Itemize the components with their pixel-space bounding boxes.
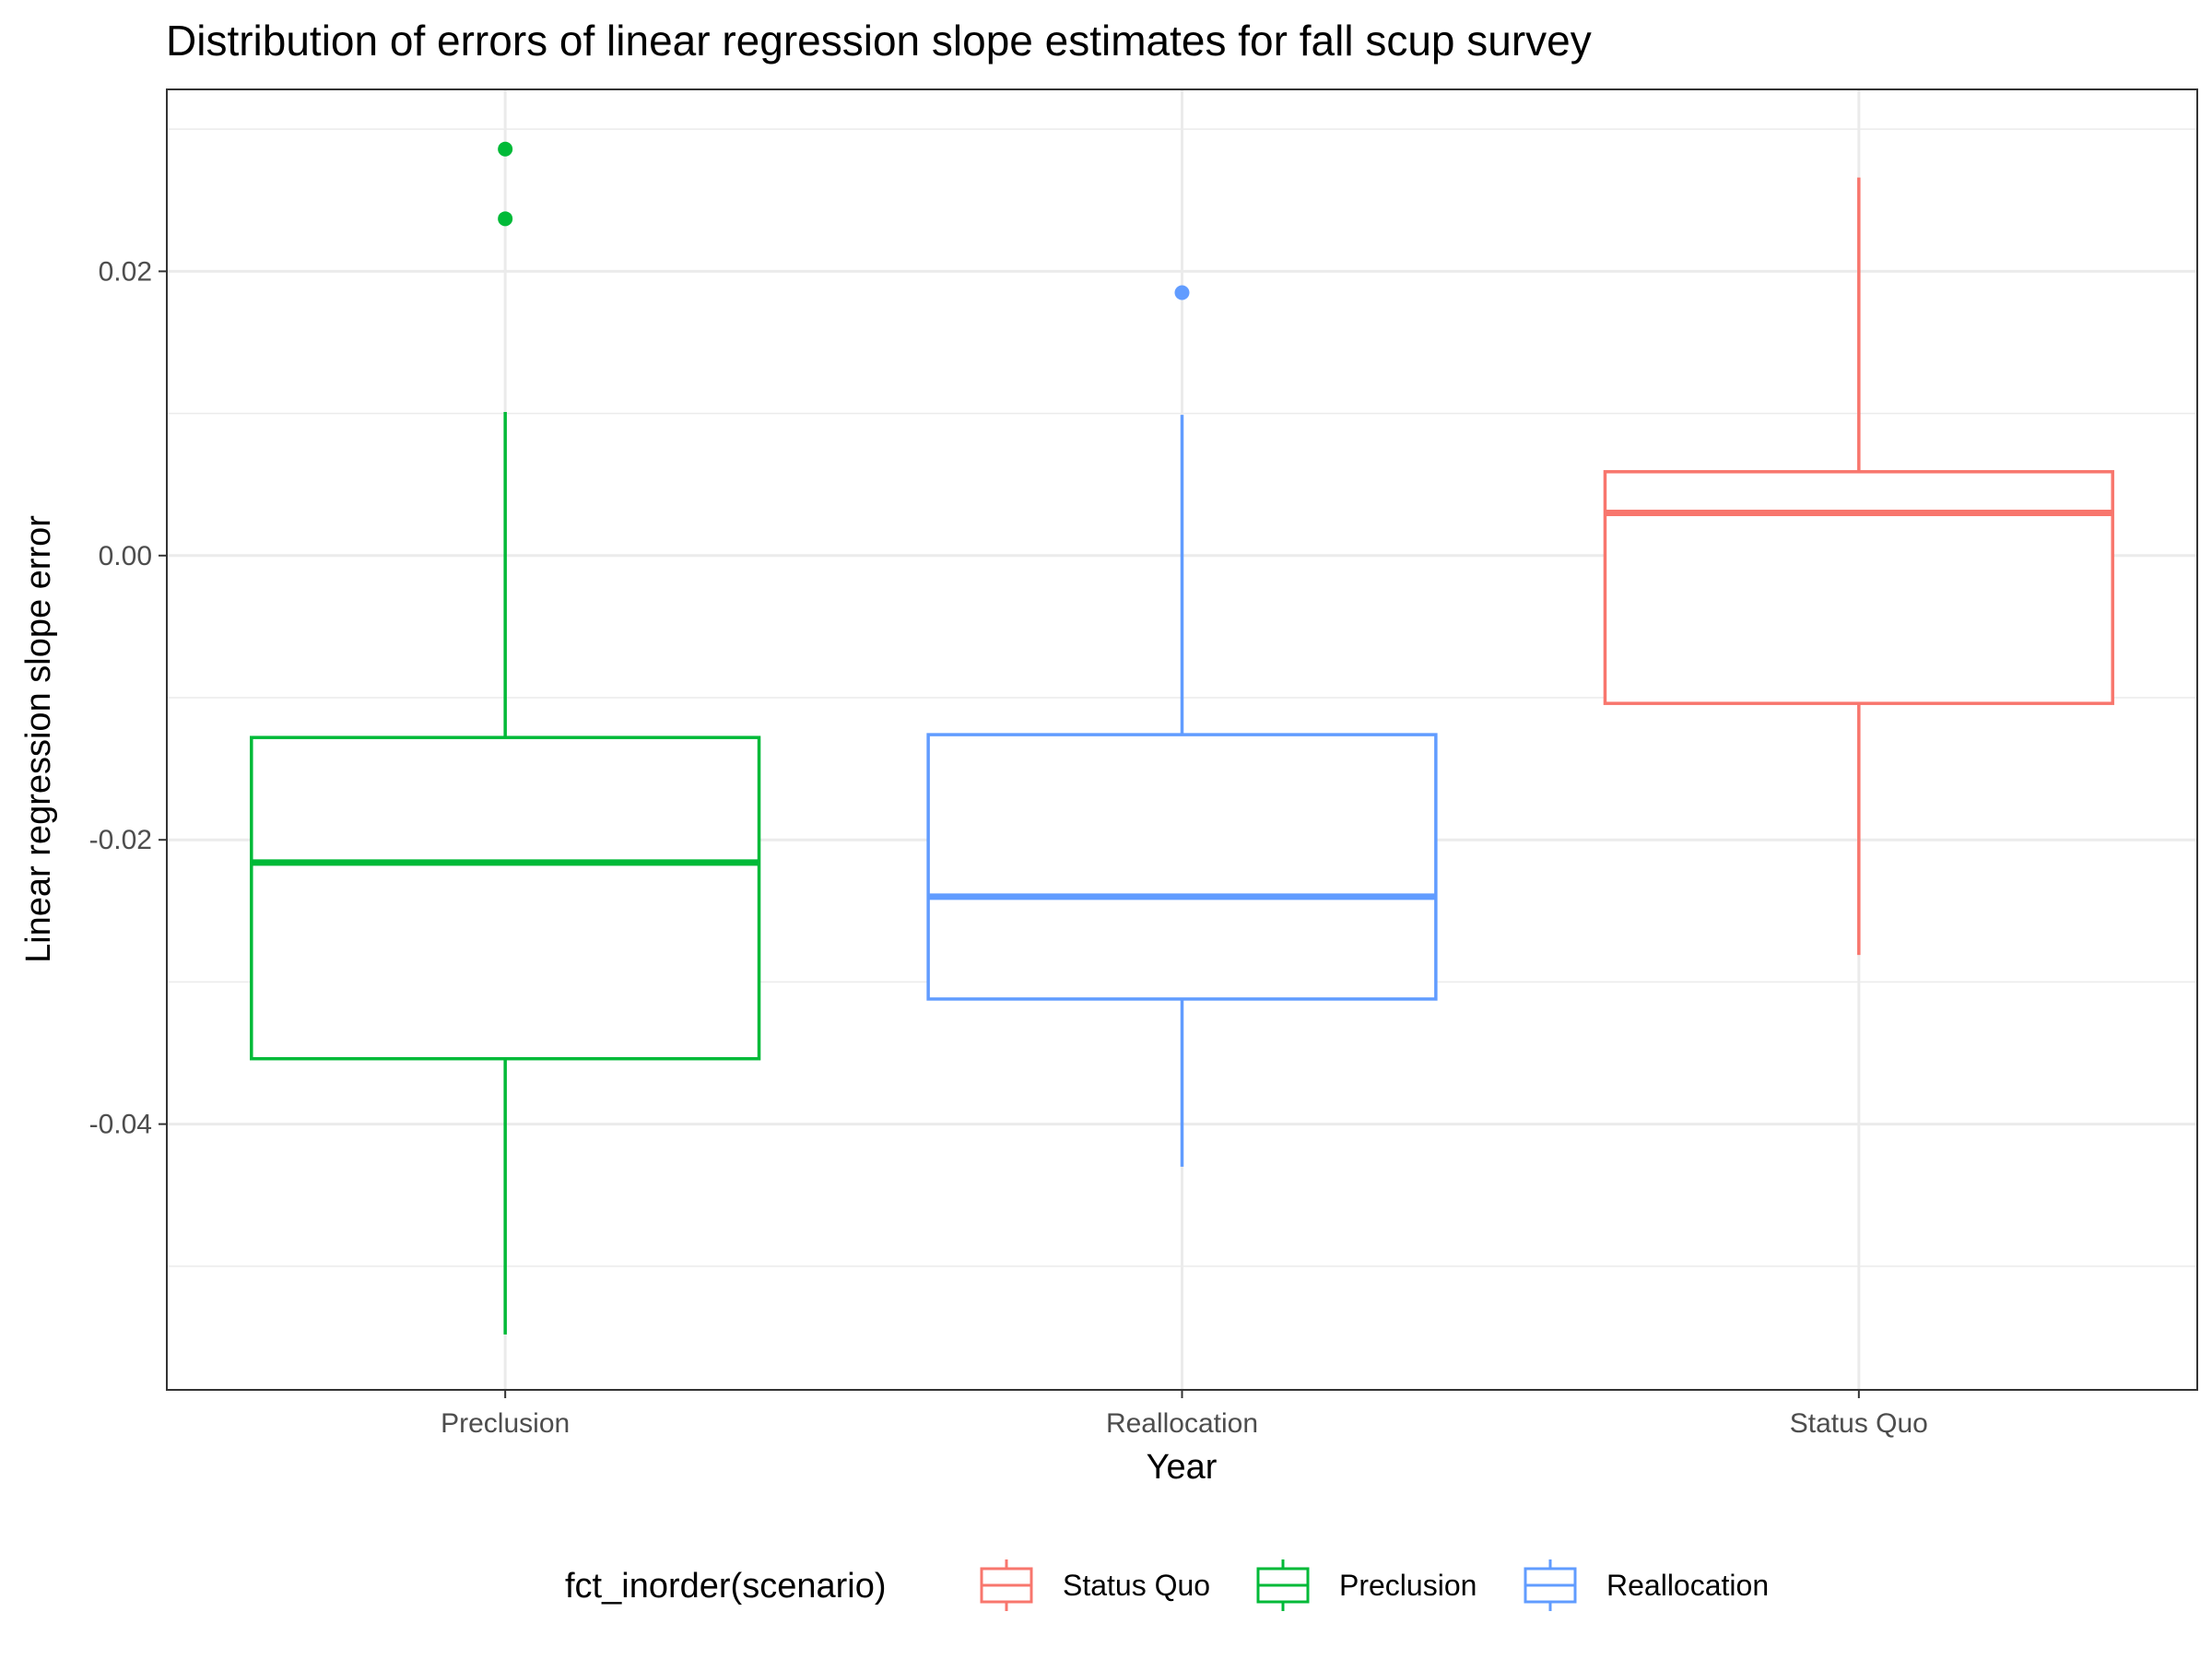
x-axis: Preclusion Reallocation Status Quo [441, 1390, 1928, 1439]
x-tick-label: Status Quo [1790, 1408, 1928, 1439]
box-reallocation [926, 285, 1438, 1167]
box-preclusion [250, 141, 761, 1335]
legend-label: Reallocation [1606, 1569, 1769, 1602]
y-axis-title: Linear regression slope error [19, 515, 58, 963]
legend-item-reallocation: Reallocation [1524, 1559, 1769, 1611]
outlier-point [498, 211, 513, 227]
legend-item-preclusion: Preclusion [1256, 1559, 1477, 1611]
y-tick-label: -0.02 [89, 825, 152, 855]
box-layer [250, 141, 2114, 1335]
box-iqr [250, 735, 761, 1061]
outlier-point [498, 141, 513, 157]
box-iqr [1603, 470, 2114, 705]
box-status-quo [1603, 177, 2114, 956]
legend-label: Preclusion [1339, 1569, 1477, 1602]
y-tick-label: 0.02 [99, 256, 152, 287]
x-axis-title: Year [1147, 1448, 1218, 1487]
legend-item-status-quo: Status Quo [980, 1559, 1210, 1611]
y-tick-label: -0.04 [89, 1110, 152, 1140]
chart-title: Distribution of errors of linear regress… [166, 17, 1592, 65]
x-tick-label: Reallocation [1106, 1408, 1258, 1439]
x-tick-label: Preclusion [441, 1408, 570, 1439]
box-iqr [926, 733, 1438, 1001]
y-tick-label: 0.00 [99, 541, 152, 571]
legend-title: fct_inorder(scenario) [565, 1567, 886, 1606]
legend: fct_inorder(scenario) Status Quo Preclusi… [565, 1559, 1769, 1611]
outlier-point [1174, 285, 1190, 300]
legend-label: Status Quo [1063, 1569, 1210, 1602]
y-axis: 0.02 0.00 -0.02 -0.04 [89, 256, 167, 1140]
